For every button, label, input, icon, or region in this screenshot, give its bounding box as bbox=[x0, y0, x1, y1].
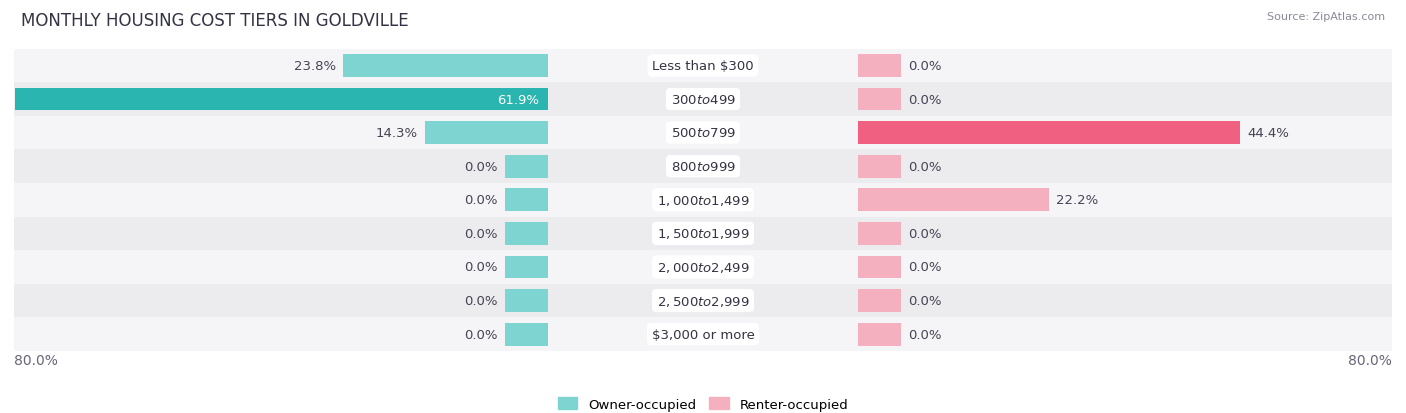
Text: 0.0%: 0.0% bbox=[464, 261, 498, 274]
Text: 14.3%: 14.3% bbox=[375, 127, 418, 140]
Text: 0.0%: 0.0% bbox=[908, 160, 942, 173]
Text: 0.0%: 0.0% bbox=[908, 93, 942, 106]
Text: $3,000 or more: $3,000 or more bbox=[651, 328, 755, 341]
Bar bbox=[14, 150, 1392, 183]
Text: 23.8%: 23.8% bbox=[294, 60, 336, 73]
Bar bbox=[505, 189, 548, 212]
Bar bbox=[14, 318, 1392, 351]
Text: 0.0%: 0.0% bbox=[464, 294, 498, 307]
Text: $1,000 to $1,499: $1,000 to $1,499 bbox=[657, 193, 749, 207]
Text: $800 to $999: $800 to $999 bbox=[671, 160, 735, 173]
Text: 80.0%: 80.0% bbox=[1348, 353, 1392, 367]
Text: 0.0%: 0.0% bbox=[908, 60, 942, 73]
Bar bbox=[14, 183, 1392, 217]
Bar bbox=[343, 55, 548, 78]
Bar bbox=[505, 290, 548, 312]
Text: 0.0%: 0.0% bbox=[464, 160, 498, 173]
Bar bbox=[425, 122, 548, 145]
Bar bbox=[858, 256, 901, 279]
Text: MONTHLY HOUSING COST TIERS IN GOLDVILLE: MONTHLY HOUSING COST TIERS IN GOLDVILLE bbox=[21, 12, 409, 30]
Legend: Owner-occupied, Renter-occupied: Owner-occupied, Renter-occupied bbox=[558, 397, 848, 411]
Text: $300 to $499: $300 to $499 bbox=[671, 93, 735, 106]
Bar bbox=[505, 323, 548, 346]
Text: 61.9%: 61.9% bbox=[498, 93, 540, 106]
Text: 0.0%: 0.0% bbox=[464, 328, 498, 341]
Bar bbox=[505, 256, 548, 279]
Bar bbox=[505, 155, 548, 178]
Text: 0.0%: 0.0% bbox=[908, 227, 942, 240]
Text: 0.0%: 0.0% bbox=[908, 261, 942, 274]
Bar bbox=[858, 323, 901, 346]
Text: 0.0%: 0.0% bbox=[908, 294, 942, 307]
Bar bbox=[505, 223, 548, 245]
Bar bbox=[858, 122, 1240, 145]
Text: 0.0%: 0.0% bbox=[908, 328, 942, 341]
Bar bbox=[15, 88, 548, 111]
Text: Source: ZipAtlas.com: Source: ZipAtlas.com bbox=[1267, 12, 1385, 22]
Bar bbox=[858, 290, 901, 312]
Bar bbox=[14, 116, 1392, 150]
Text: $1,500 to $1,999: $1,500 to $1,999 bbox=[657, 227, 749, 241]
Bar bbox=[14, 50, 1392, 83]
Bar bbox=[14, 217, 1392, 251]
Bar bbox=[858, 189, 1049, 212]
Bar bbox=[14, 284, 1392, 318]
Text: 44.4%: 44.4% bbox=[1247, 127, 1289, 140]
Text: 0.0%: 0.0% bbox=[464, 227, 498, 240]
Text: 80.0%: 80.0% bbox=[14, 353, 58, 367]
Bar bbox=[858, 223, 901, 245]
Text: $2,000 to $2,499: $2,000 to $2,499 bbox=[657, 260, 749, 274]
Bar bbox=[14, 83, 1392, 116]
Text: Less than $300: Less than $300 bbox=[652, 60, 754, 73]
Text: 22.2%: 22.2% bbox=[1056, 194, 1098, 207]
Text: $500 to $799: $500 to $799 bbox=[671, 127, 735, 140]
Bar bbox=[858, 155, 901, 178]
Bar bbox=[858, 55, 901, 78]
Text: $2,500 to $2,999: $2,500 to $2,999 bbox=[657, 294, 749, 308]
Text: 0.0%: 0.0% bbox=[464, 194, 498, 207]
Bar bbox=[858, 88, 901, 111]
Bar bbox=[14, 251, 1392, 284]
